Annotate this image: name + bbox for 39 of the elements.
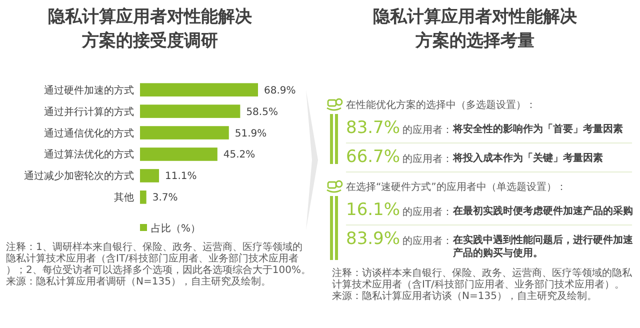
bar	[140, 126, 229, 140]
bar	[140, 104, 240, 118]
source-note: 来源：隐私计算应用者访谈（N=135），自主研究及绘制。	[332, 290, 597, 302]
data-label: 45.2%	[223, 150, 256, 161]
text: 16.1%	[346, 200, 400, 220]
text: 隐私计算应用者对性能解决方案的选择考量	[373, 7, 578, 51]
data-label: 11.1%	[165, 171, 197, 182]
y-tick-label: 其他	[114, 192, 134, 204]
text: 注释：1、调研样本来自银行、保险、政务、运营商、医疗等领域的隐私计算技术应用者（含IT/科技部门应用者、业务部门技术应用者）；2、每位受访者可以选择多个选项，因此各选项综合大于100%。	[6, 241, 311, 276]
bar	[140, 83, 258, 96]
text: 66.7%	[346, 147, 400, 167]
source-note: 来源：隐私计算应用者调研（N=135），自主研究及绘制。	[6, 276, 271, 288]
y-tick-label: 通过硬件加速的方式	[44, 84, 134, 96]
text: 的应用者：	[402, 235, 452, 247]
text: 的应用者：	[402, 124, 452, 136]
y-tick-label: 通过算法优化的方式	[44, 148, 134, 161]
bar	[140, 190, 146, 204]
y-tick-label: 通过减少加密轮次的方式	[24, 170, 134, 182]
y-tick-label: 通过通信优化的方式	[44, 127, 134, 140]
text: 83.9%	[346, 229, 400, 249]
text: 的应用者：	[402, 206, 452, 218]
text: 83.7%	[346, 118, 400, 138]
text: 将安全性的影响作为「首要」考量因素	[452, 123, 623, 135]
legend-label: 占比（%）	[151, 222, 201, 234]
text: 注释：访谈样本来自银行、保险、政务、运营商、医疗等领域的隐私计算技术应用者（含IT/科技部门应用者、业务部门技术应用者）。	[332, 267, 633, 290]
bar	[140, 169, 160, 182]
text: 在最初实践时便考虑硬件加速产品的采购	[452, 205, 633, 217]
data-label: 58.5%	[246, 106, 278, 118]
data-label: 68.9%	[264, 85, 296, 96]
text: 在实践中遇到性能问题后，进行硬件加速产品的购买与使用。	[452, 234, 634, 259]
data-label: 51.9%	[234, 128, 267, 140]
y-tick-label: 通过并行计算的方式	[44, 106, 134, 118]
text: 在性能优化方案的选择中（多选题设置）：	[346, 99, 536, 111]
chart-title: 隐私计算应用者对性能解决方案的接受度调研	[48, 7, 253, 51]
text: 将投入成本作为「关键」考量因素	[452, 152, 603, 164]
text: 的应用者：	[402, 153, 452, 165]
bar	[140, 148, 218, 161]
text: 在选择“速硬件方式”的应用者中（单选题设置）：	[346, 181, 566, 193]
data-label: 3.7%	[152, 192, 178, 204]
